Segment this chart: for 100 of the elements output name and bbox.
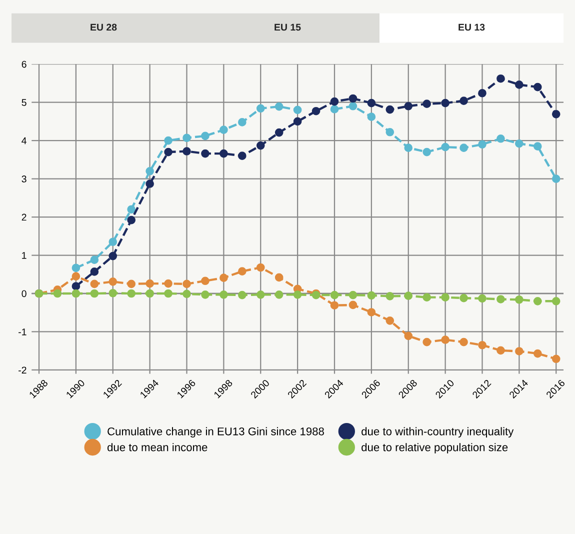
- y-tick-label: 1: [22, 252, 26, 259]
- point: [238, 118, 246, 126]
- y-tick-label: -2: [18, 366, 26, 374]
- point: [72, 272, 80, 280]
- point: [533, 296, 542, 306]
- point: [72, 282, 80, 290]
- point: [404, 332, 413, 340]
- y-tick-label: 6: [22, 60, 26, 68]
- point: [274, 290, 284, 299]
- point: [90, 256, 99, 264]
- point: [367, 98, 376, 108]
- point: [460, 294, 468, 302]
- point: [386, 292, 394, 300]
- point: [182, 290, 191, 298]
- point: [256, 141, 265, 150]
- point: [256, 290, 265, 299]
- point: [164, 148, 172, 156]
- point: [312, 106, 320, 116]
- point: [478, 88, 486, 98]
- point: [552, 110, 560, 118]
- legend-label: due to within-country inequality: [362, 427, 514, 438]
- point: [293, 106, 302, 114]
- point: [386, 316, 394, 325]
- point: [478, 140, 486, 149]
- point: [496, 74, 505, 83]
- y-tick-label: -1: [18, 328, 26, 336]
- point: [108, 252, 118, 260]
- point: [72, 264, 80, 272]
- point: [164, 289, 172, 298]
- point: [478, 294, 486, 303]
- point: [404, 144, 413, 152]
- point: [90, 289, 99, 298]
- point: [552, 296, 560, 306]
- point: [90, 268, 99, 276]
- point: [515, 139, 524, 148]
- point: [330, 290, 339, 300]
- point: [515, 347, 524, 356]
- point: [146, 180, 154, 188]
- legend-label: due to relative population size: [362, 443, 508, 454]
- point: [533, 142, 542, 150]
- point: [90, 280, 99, 288]
- point: [330, 301, 339, 310]
- point: [386, 105, 394, 114]
- y-tick-label: 3: [22, 176, 26, 182]
- point: [460, 96, 468, 105]
- y-tick-label: 4: [22, 137, 26, 144]
- point: [201, 149, 210, 158]
- point: [256, 104, 265, 113]
- point: [404, 292, 413, 300]
- point: [238, 290, 246, 300]
- point: [441, 336, 450, 344]
- point: [422, 293, 432, 302]
- point: [238, 267, 246, 276]
- point: [146, 289, 154, 298]
- legend-label: due to mean income: [108, 443, 208, 452]
- point: [348, 94, 358, 103]
- point: [367, 291, 376, 300]
- text: EU 13: [458, 24, 485, 31]
- point: [441, 293, 450, 302]
- point: [460, 338, 468, 346]
- point: [367, 308, 376, 316]
- point: [330, 105, 339, 114]
- point: [441, 142, 450, 152]
- point: [348, 102, 358, 110]
- point: [533, 349, 542, 358]
- point: [515, 80, 524, 89]
- point: [386, 128, 394, 136]
- point: [330, 97, 339, 106]
- point: [182, 134, 191, 142]
- point: [127, 205, 136, 214]
- point: [404, 102, 413, 110]
- point: [201, 290, 210, 299]
- point: [127, 289, 136, 298]
- point: [496, 295, 505, 304]
- point: [164, 136, 172, 145]
- point: [53, 289, 62, 298]
- point: [478, 340, 486, 350]
- point: [220, 149, 228, 158]
- y-tick-label: 2: [22, 214, 26, 221]
- point: [552, 174, 560, 183]
- point: [146, 279, 154, 288]
- point: [220, 126, 228, 134]
- point: [293, 290, 302, 299]
- point: [108, 277, 118, 286]
- point: [422, 148, 432, 156]
- y-tick-label: 5: [22, 99, 26, 106]
- point: [274, 128, 284, 137]
- point: [293, 117, 302, 126]
- point: [274, 273, 284, 282]
- point: [496, 134, 505, 143]
- point: [182, 147, 191, 156]
- point: [348, 290, 358, 300]
- point: [220, 290, 228, 299]
- point: [238, 152, 246, 160]
- point: [496, 346, 505, 355]
- point: [441, 98, 450, 108]
- point: [422, 338, 432, 346]
- point: [515, 295, 524, 304]
- point: [182, 280, 191, 288]
- point: [201, 276, 210, 286]
